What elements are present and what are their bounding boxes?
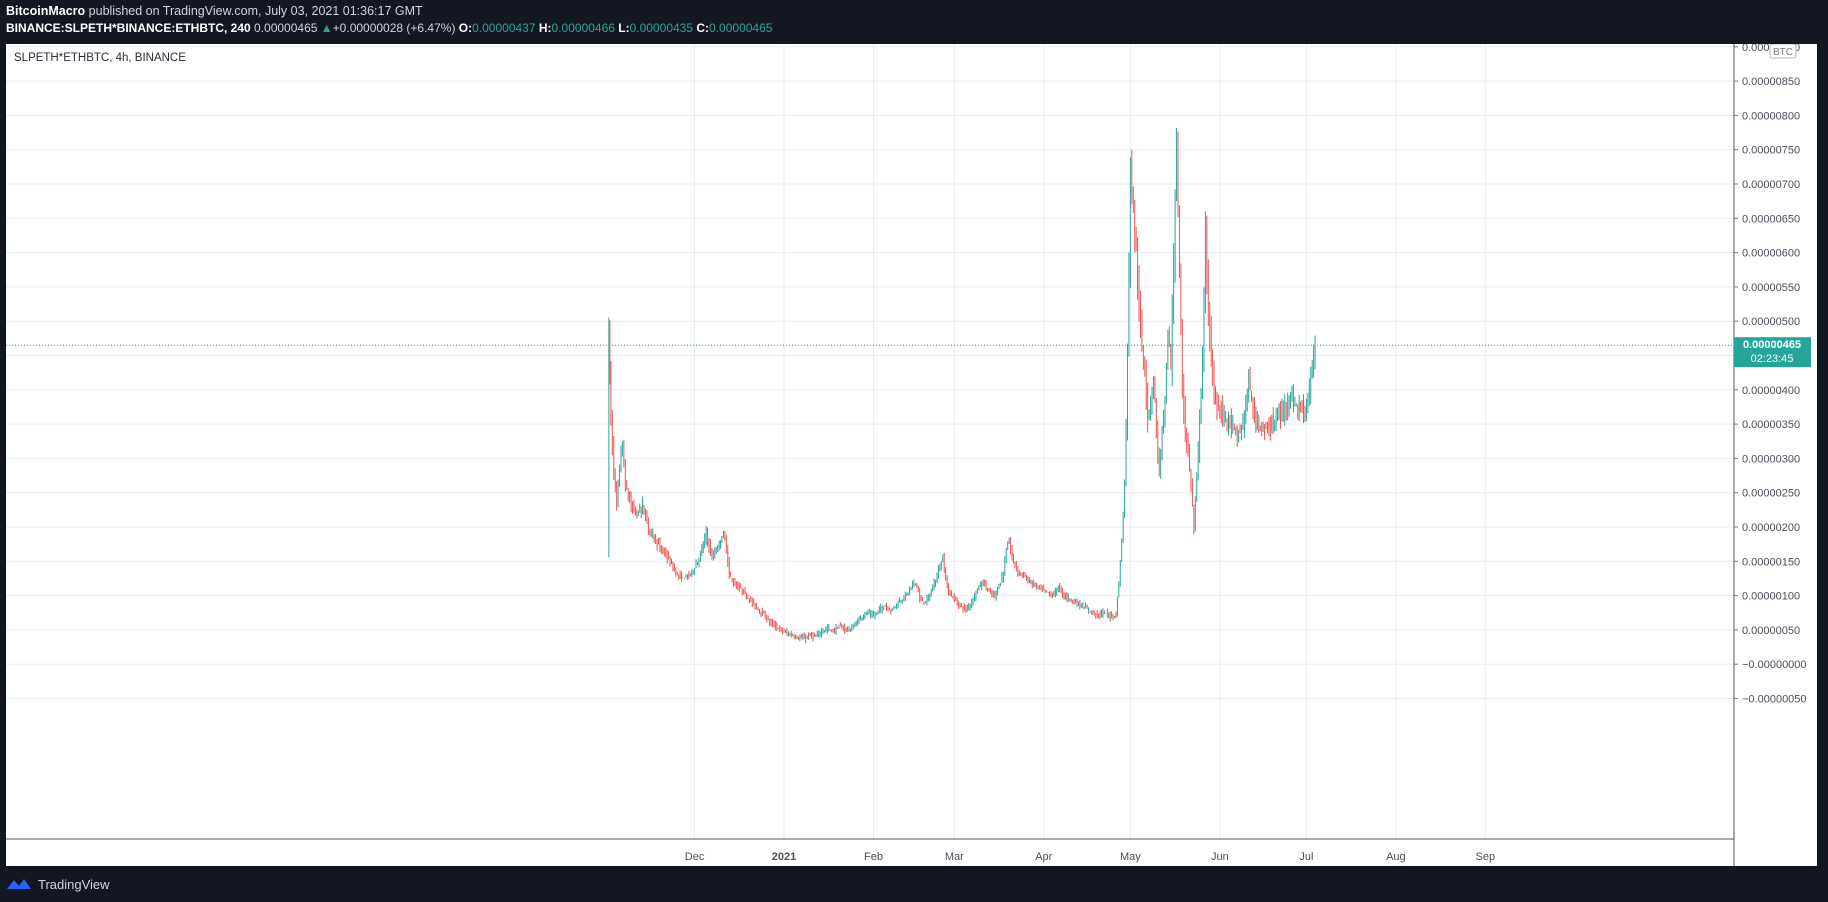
y-tick-label: 0.00000050: [1742, 625, 1800, 637]
x-tick-label: Feb: [864, 851, 883, 863]
high-value: 0.00000466: [551, 21, 615, 35]
y-tick-label: 0.00000600: [1742, 248, 1800, 260]
close-label: C:: [696, 21, 710, 35]
chart-legend: SLPETH*ETHBTC, 4h, BINANCE: [14, 52, 186, 64]
y-tick-label: 0.00000400: [1742, 385, 1800, 397]
candle-series: [608, 128, 1316, 644]
y-tick-label: 0.00000650: [1742, 213, 1800, 225]
y-tick-label: 0.00000200: [1742, 522, 1800, 534]
ohlc-line: BINANCE:SLPETH*BINANCE:ETHBTC, 240 0.000…: [6, 21, 772, 35]
y-tick-label: −0.00000000: [1742, 659, 1807, 671]
tradingview-logo[interactable]: TradingView: [6, 875, 110, 893]
tradingview-brand: TradingView: [38, 876, 110, 892]
grid: [6, 44, 1734, 839]
y-tick-label: 0.00000700: [1742, 179, 1800, 191]
open-value: 0.00000437: [472, 21, 536, 35]
current-price-value: 0.00000465: [1743, 339, 1801, 351]
y-tick-label: 0.00000800: [1742, 110, 1800, 122]
price-change: +0.00000028 (+6.47%): [332, 21, 456, 35]
chart-frame[interactable]: 0.000009000.000008500.000008000.00000750…: [6, 42, 1817, 866]
footer-bar: TradingView: [0, 866, 1828, 902]
publish-info: BitcoinMacro published on TradingView.co…: [6, 4, 423, 18]
y-tick-label: 0.00000250: [1742, 488, 1800, 500]
x-tick-label: Mar: [945, 851, 964, 863]
price-chart[interactable]: 0.000009000.000008500.000008000.00000750…: [6, 42, 1817, 866]
header-bar: BitcoinMacro published on TradingView.co…: [0, 0, 1828, 44]
author-name[interactable]: BitcoinMacro: [6, 4, 86, 18]
x-tick-label: Jun: [1211, 851, 1229, 863]
x-tick-label: 2021: [772, 851, 796, 863]
low-label: L:: [618, 21, 630, 35]
high-label: H:: [538, 21, 552, 35]
y-tick-label: 0.00000500: [1742, 316, 1800, 328]
time-axis[interactable]: Dec 2021 Feb Mar Apr May Jun Jul Aug Sep: [685, 851, 1495, 863]
y-tick-label: 0.00000550: [1742, 282, 1800, 294]
publish-text: published on TradingView.com, July 03, 2…: [88, 4, 423, 18]
low-value: 0.00000435: [629, 21, 694, 35]
up-arrow-icon: ▲: [320, 21, 333, 35]
y-tick-label: 0.00000300: [1742, 453, 1800, 465]
tradingview-cloud-icon: [7, 879, 31, 889]
x-tick-label: Dec: [685, 851, 705, 863]
bar-countdown: 02:23:45: [1751, 353, 1794, 365]
x-tick-label: Apr: [1035, 851, 1052, 863]
open-label: O:: [458, 21, 473, 35]
y-tick-label: 0.00000350: [1742, 419, 1800, 431]
y-tick-label: −0.00000050: [1742, 694, 1807, 706]
y-tick-label: 0.00000150: [1742, 556, 1800, 568]
last-price: 0.00000465: [254, 21, 318, 35]
x-tick-label: May: [1120, 851, 1141, 863]
x-tick-label: Sep: [1476, 851, 1496, 863]
y-tick-label: 0.00000750: [1742, 145, 1800, 157]
current-price-tag: 0.00000465 02:23:45: [1734, 337, 1811, 368]
x-tick-label: Aug: [1386, 851, 1406, 863]
currency-badge[interactable]: BTC: [1769, 43, 1797, 59]
price-axis[interactable]: 0.000009000.000008500.000008000.00000750…: [1734, 42, 1807, 706]
y-tick-label: 0.00000100: [1742, 591, 1800, 603]
y-tick-label: 0.00000850: [1742, 76, 1800, 88]
currency-badge-label: BTC: [1773, 47, 1793, 58]
x-tick-label: Jul: [1299, 851, 1313, 863]
symbol-label: BINANCE:SLPETH*BINANCE:ETHBTC, 240: [6, 21, 251, 35]
close-value: 0.00000465: [709, 21, 773, 35]
